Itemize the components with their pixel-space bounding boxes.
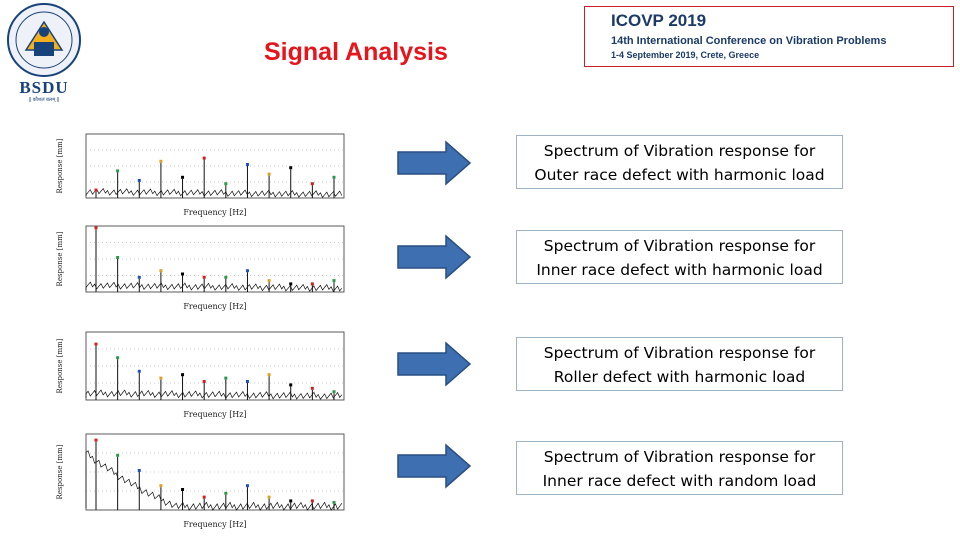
peak-marker bbox=[267, 373, 271, 377]
peak-marker bbox=[137, 179, 141, 182]
x-axis-label: Frequency [Hz] bbox=[183, 520, 246, 529]
peak-marker bbox=[159, 376, 163, 380]
peak-marker bbox=[159, 159, 163, 163]
peak-marker bbox=[310, 499, 314, 503]
peak-marker bbox=[224, 275, 228, 279]
spectrum-plot-inner-race-random: Frequency [Hz] Response [mm] bbox=[50, 430, 350, 530]
peak-marker bbox=[267, 172, 271, 176]
peak-marker bbox=[332, 175, 336, 179]
slide-title: Signal Analysis bbox=[264, 38, 448, 66]
peak-marker bbox=[267, 495, 271, 499]
spectrum-svg: Frequency [Hz] Response [mm] bbox=[56, 331, 345, 419]
bsdu-logo: BSDU || कौशलं बलम् || bbox=[4, 2, 84, 104]
peak-marker bbox=[116, 256, 120, 259]
peak-marker bbox=[116, 453, 120, 457]
peak-marker bbox=[137, 369, 141, 373]
right-arrow-icon bbox=[397, 341, 472, 387]
peak-marker bbox=[116, 169, 120, 173]
caption-line: Spectrum of Vibration response for bbox=[543, 237, 816, 255]
peak-marker bbox=[245, 380, 249, 383]
spectrum-line bbox=[85, 187, 343, 198]
peak-marker bbox=[289, 383, 293, 387]
caption-outer-race-harmonic: Spectrum of Vibration response for Outer… bbox=[516, 135, 843, 189]
caption-line: Inner race defect with random load bbox=[542, 472, 817, 490]
peak-marker bbox=[224, 376, 228, 380]
peak-marker bbox=[289, 282, 293, 286]
spectrum-plot-outer-race-harmonic: Frequency [Hz] Response [mm] bbox=[50, 130, 350, 218]
caption-line: Inner race defect with harmonic load bbox=[536, 261, 823, 279]
peak-marker bbox=[159, 484, 163, 488]
peak-marker bbox=[332, 279, 336, 283]
right-arrow-icon bbox=[397, 443, 472, 489]
logo-name: BSDU bbox=[19, 78, 69, 97]
spectrum-svg: Frequency [Hz] Response [mm] bbox=[56, 133, 345, 217]
peak-marker bbox=[310, 386, 314, 390]
conference-banner: ICOVP 2019 14th International Conference… bbox=[584, 6, 954, 67]
peak-marker bbox=[289, 499, 293, 503]
peak-marker bbox=[245, 269, 249, 273]
peak-marker bbox=[310, 282, 314, 286]
right-arrow-icon bbox=[397, 140, 472, 186]
spectrum-svg: Frequency [Hz] Response [mm] bbox=[56, 225, 345, 311]
peak-marker bbox=[181, 488, 185, 491]
spectrum-plot-inner-race-harmonic: Frequency [Hz] Response [mm] bbox=[50, 222, 350, 312]
peak-marker bbox=[267, 279, 271, 283]
peak-marker bbox=[94, 438, 98, 442]
emblem-icon bbox=[7, 3, 81, 77]
peak-marker bbox=[332, 390, 336, 394]
peak-marker bbox=[289, 166, 293, 170]
peak-marker bbox=[202, 275, 206, 279]
peak-marker bbox=[116, 356, 120, 360]
caption-roller-harmonic: Spectrum of Vibration response for Rolle… bbox=[516, 337, 843, 391]
peak-marker bbox=[94, 188, 98, 192]
x-axis-label: Frequency [Hz] bbox=[183, 208, 246, 217]
x-axis-label: Frequency [Hz] bbox=[183, 302, 246, 311]
spectrum-line bbox=[85, 281, 343, 293]
logo-tagline: || कौशलं बलम् || bbox=[28, 97, 60, 103]
peak-marker bbox=[310, 182, 314, 186]
peak-marker bbox=[181, 373, 185, 377]
peak-marker bbox=[202, 380, 206, 383]
caption-inner-race-harmonic: Spectrum of Vibration response for Inner… bbox=[516, 230, 843, 284]
y-axis-label: Response [mm] bbox=[56, 444, 64, 499]
caption-line: Roller defect with harmonic load bbox=[553, 368, 806, 386]
x-axis-label: Frequency [Hz] bbox=[183, 410, 246, 419]
conference-date: 1-4 September 2019, Crete, Greece bbox=[611, 50, 760, 60]
spectrum-plot-roller-harmonic: Frequency [Hz] Response [mm] bbox=[50, 328, 350, 420]
caption-line: Spectrum of Vibration response for bbox=[543, 142, 816, 160]
peak-marker bbox=[202, 156, 206, 160]
peak-marker bbox=[202, 495, 206, 499]
peak-marker bbox=[137, 469, 141, 472]
peak-marker bbox=[94, 342, 98, 346]
peak-marker bbox=[94, 226, 98, 230]
peak-marker bbox=[181, 175, 185, 179]
peak-marker bbox=[181, 272, 185, 276]
peak-marker bbox=[224, 491, 228, 495]
conference-title: ICOVP 2019 bbox=[611, 11, 707, 30]
spectrum-line bbox=[85, 389, 343, 400]
peak-marker bbox=[224, 182, 228, 186]
spectrum-line bbox=[85, 450, 343, 511]
y-axis-label: Response [mm] bbox=[56, 231, 64, 286]
peak-marker bbox=[332, 500, 336, 504]
caption-line: Spectrum of Vibration response for bbox=[543, 344, 816, 362]
peak-marker bbox=[159, 269, 163, 273]
peak-marker bbox=[137, 275, 141, 279]
spectrum-svg: Frequency [Hz] Response [mm] bbox=[56, 433, 345, 529]
caption-line: Outer race defect with harmonic load bbox=[534, 166, 825, 184]
peak-marker bbox=[245, 163, 249, 166]
peak-marker bbox=[245, 484, 249, 488]
right-arrow-icon bbox=[397, 234, 472, 280]
caption-line: Spectrum of Vibration response for bbox=[543, 448, 816, 466]
y-axis-label: Response [mm] bbox=[56, 338, 64, 393]
y-axis-label: Response [mm] bbox=[56, 138, 64, 193]
conference-subtitle: 14th International Conference on Vibrati… bbox=[611, 35, 887, 47]
caption-inner-race-random: Spectrum of Vibration response for Inner… bbox=[516, 441, 843, 495]
